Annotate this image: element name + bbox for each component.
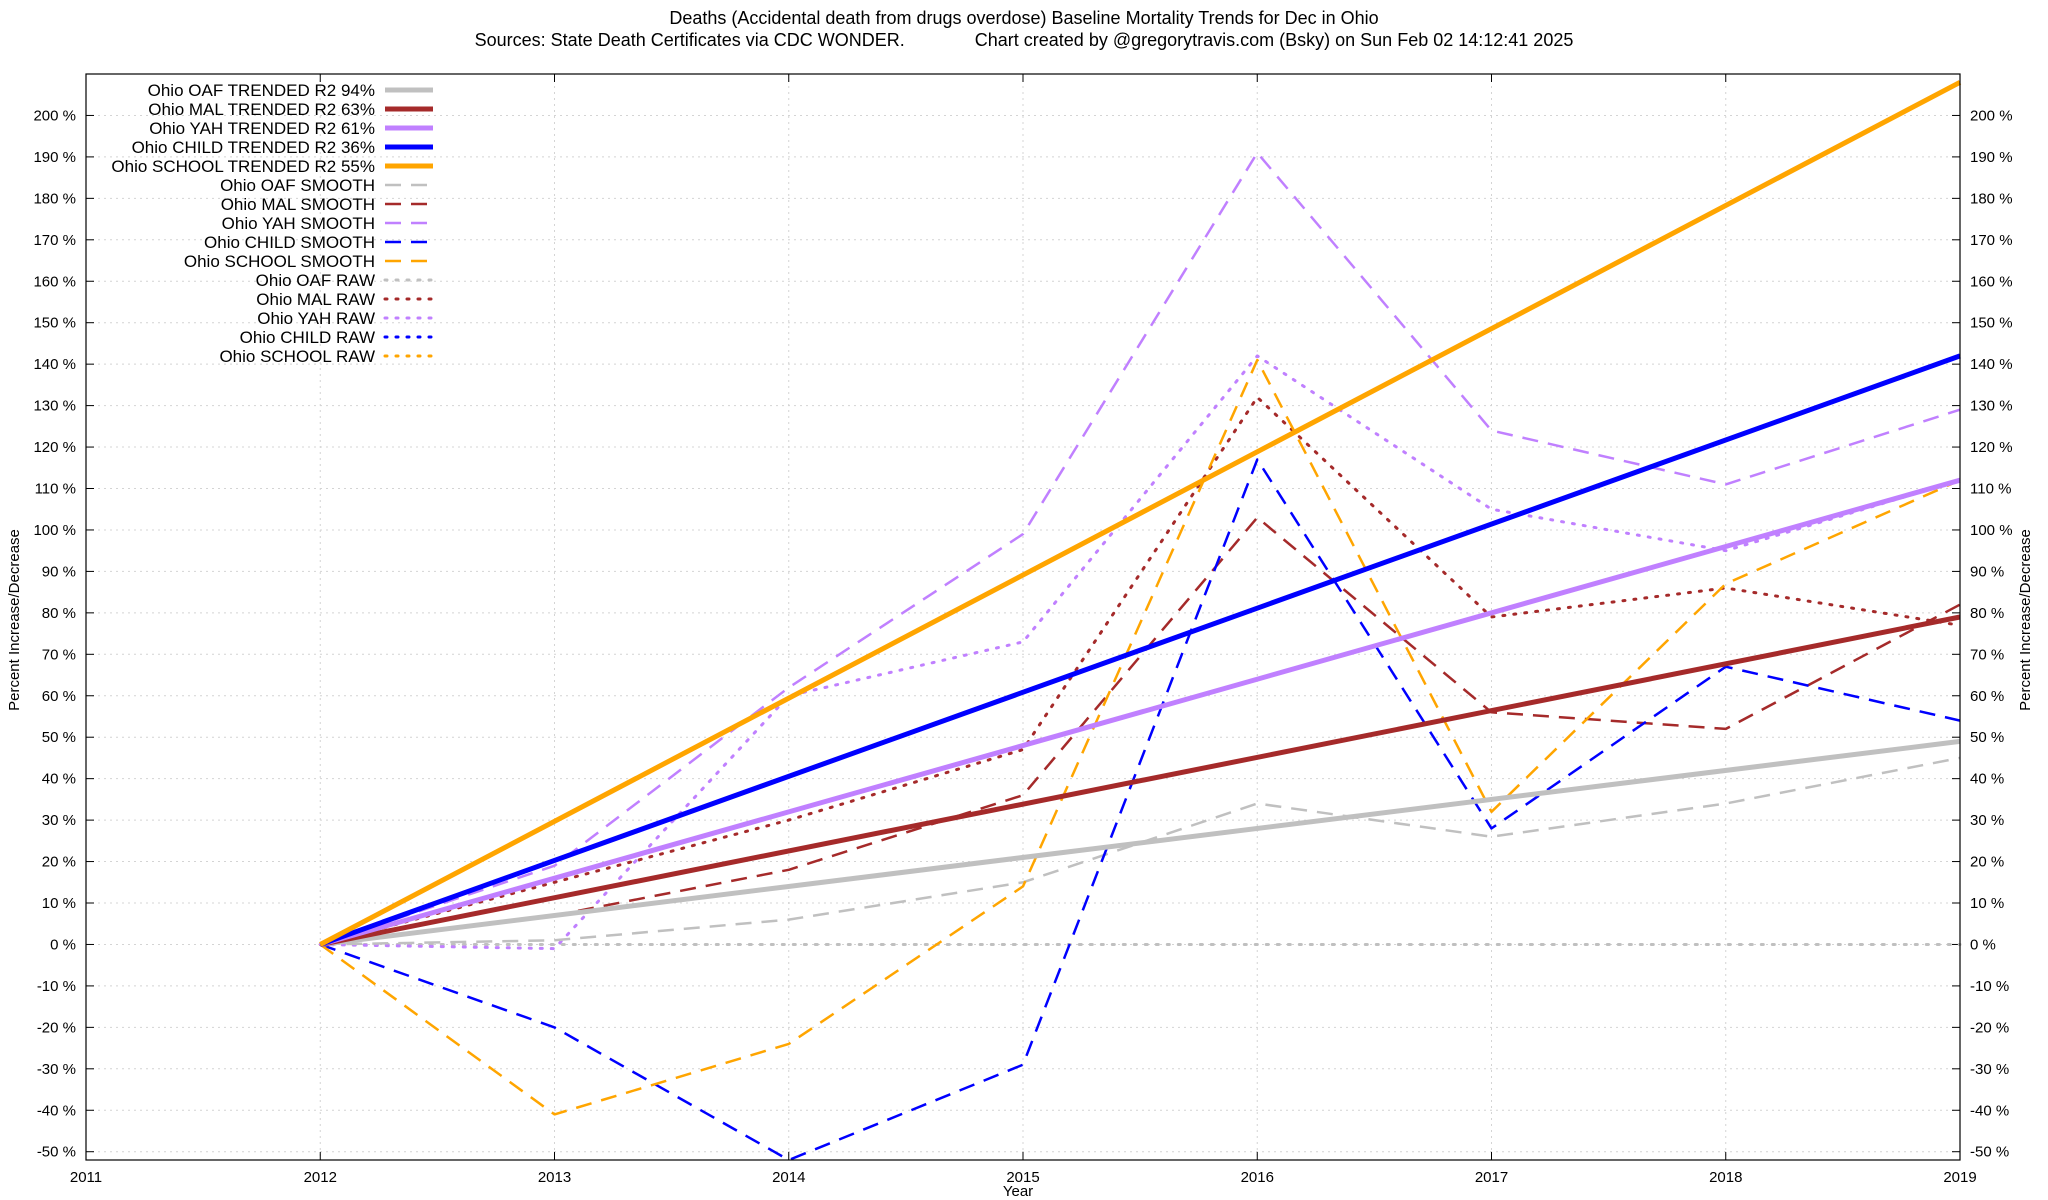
y-tick-label-right: -20 % <box>1970 1019 2009 1036</box>
legend-entry-label: Ohio MAL RAW <box>256 290 375 309</box>
y-tick-label-left: 0 % <box>50 936 76 953</box>
y-tick-label-left: 140 % <box>33 356 76 373</box>
y-tick-label-right: 100 % <box>1970 522 2013 539</box>
legend-entry-label: Ohio MAL TRENDED R2 63% <box>148 100 375 119</box>
series-line-ohio-child-smooth <box>319 458 1961 1162</box>
y-tick-label-left: 120 % <box>33 439 76 456</box>
chart-subtitle: Sources: State Death Certificates via CD… <box>475 30 1574 50</box>
y-tick-label-left: 190 % <box>33 149 76 166</box>
y-tick-label-right: 180 % <box>1970 190 2013 207</box>
legend-entry-label: Ohio CHILD TRENDED R2 36% <box>132 138 375 157</box>
y-tick-label-left: 70 % <box>42 646 76 663</box>
x-axis-title: Year <box>1003 1183 1033 1200</box>
y-tick-label-left: 180 % <box>33 190 76 207</box>
y-tick-label-left: 50 % <box>42 729 76 746</box>
y-tick-label-right: 150 % <box>1970 315 2013 332</box>
x-tick-label: 2018 <box>1709 1169 1742 1186</box>
y-tick-label-left: 200 % <box>33 107 76 124</box>
y-tick-label-right: 30 % <box>1970 812 2004 829</box>
y-tick-label-left: 160 % <box>33 273 76 290</box>
x-tick-label: 2015 <box>1006 1169 1039 1186</box>
y-tick-label-left: 170 % <box>33 232 76 249</box>
y-tick-label-left: 110 % <box>35 481 76 498</box>
series-line-ohio-mal-smooth <box>320 516 1961 946</box>
legend-entry-label: Ohio YAH RAW <box>257 309 375 328</box>
series-line-ohio-yah-raw <box>318 354 1962 951</box>
y-tick-label-left: 60 % <box>42 688 76 705</box>
y-tick-label-right: 110 % <box>1970 481 2011 498</box>
y-tick-label-left: -50 % <box>37 1144 76 1161</box>
y-tick-label-right: 20 % <box>1970 854 2004 871</box>
legend-entry-label: Ohio SCHOOL TRENDED R2 55% <box>111 157 375 176</box>
y-tick-label-right: 170 % <box>1970 232 2013 249</box>
y-tick-label-right: 90 % <box>1970 563 2004 580</box>
series-line-ohio-school-smooth <box>319 358 1961 1116</box>
series-line-ohio-oaf-trended <box>319 738 1961 947</box>
legend-entry-label: Ohio CHILD SMOOTH <box>204 233 375 252</box>
y-tick-label-left: 130 % <box>33 398 76 415</box>
y-tick-label-right: 40 % <box>1970 771 2004 788</box>
legend-entry-label: Ohio YAH SMOOTH <box>222 214 375 233</box>
series-line-ohio-mal-raw <box>318 395 1962 946</box>
legend-entry-label: Ohio YAH TRENDED R2 61% <box>149 119 375 138</box>
y-tick-label-left: 40 % <box>42 771 76 788</box>
y-tick-label-left: 90 % <box>42 563 76 580</box>
y-tick-label-right: -10 % <box>1970 978 2009 995</box>
y-tick-label-right: 130 % <box>1970 398 2013 415</box>
y-tick-label-left: 80 % <box>42 605 76 622</box>
y-tick-label-right: 160 % <box>1970 273 2013 290</box>
series-line-ohio-mal-trended <box>319 614 1961 947</box>
legend-entry-label: Ohio OAF SMOOTH <box>220 176 375 195</box>
y-tick-label-right: 50 % <box>1970 729 2004 746</box>
series-layer <box>318 80 1962 1162</box>
legend: Ohio OAF TRENDED R2 94%Ohio MAL TRENDED … <box>111 81 435 366</box>
y-tick-label-right: 10 % <box>1970 895 2004 912</box>
legend-entry-label: Ohio SCHOOL RAW <box>219 347 375 366</box>
legend-entry-label: Ohio CHILD RAW <box>240 328 375 347</box>
x-tick-label: 2019 <box>1943 1169 1976 1186</box>
x-tick-label: 2013 <box>538 1169 571 1186</box>
y-tick-label-left: -10 % <box>37 978 76 995</box>
y-tick-label-right: 70 % <box>1970 646 2004 663</box>
series-line-ohio-yah-trended <box>319 477 1961 947</box>
x-tick-label: 2012 <box>304 1169 337 1186</box>
y-tick-label-left: 100 % <box>33 522 76 539</box>
y-tick-label-right: 80 % <box>1970 605 2004 622</box>
y-tick-label-left: -40 % <box>37 1102 76 1119</box>
y-tick-label-left: 10 % <box>42 895 76 912</box>
y-tick-label-right: -30 % <box>1970 1061 2009 1078</box>
legend-entry-label: Ohio MAL SMOOTH <box>221 195 375 214</box>
series-line-ohio-oaf-smooth <box>320 756 1961 946</box>
y-tick-label-right: 200 % <box>1970 107 2013 124</box>
y-tick-label-left: -20 % <box>37 1019 76 1036</box>
y-tick-label-right: 120 % <box>1970 439 2013 456</box>
series-line-ohio-school-trended <box>319 80 1962 947</box>
y-tick-label-right: 60 % <box>1970 688 2004 705</box>
x-tick-label: 2017 <box>1475 1169 1508 1186</box>
x-tick-label: 2011 <box>70 1169 102 1186</box>
x-tick-label: 2016 <box>1241 1169 1274 1186</box>
y-tick-label-left: 30 % <box>42 812 76 829</box>
legend-entry-label: Ohio OAF TRENDED R2 94% <box>148 81 375 100</box>
legend-entry-label: Ohio SCHOOL SMOOTH <box>184 252 375 271</box>
x-tick-label: 2014 <box>772 1169 805 1186</box>
y-tick-label-right: 190 % <box>1970 149 2013 166</box>
series-line-ohio-child-trended <box>319 353 1961 947</box>
y-tick-label-right: 140 % <box>1970 356 2013 373</box>
y-axis-title-left: Percent Increase/Decrease <box>6 529 23 711</box>
y-tick-label-right: 0 % <box>1970 936 1996 953</box>
y-tick-label-right: -50 % <box>1970 1144 2009 1161</box>
y-tick-label-left: -30 % <box>37 1061 76 1078</box>
legend-entry-label: Ohio OAF RAW <box>256 271 375 290</box>
series-line-ohio-yah-smooth <box>319 151 1961 946</box>
chart-title: Deaths (Accidental death from drugs over… <box>669 8 1378 28</box>
y-tick-label-left: 20 % <box>42 854 76 871</box>
ticks-layer: 200 % 200 % 190 % 190 % 180 % 180 % 170 % 170 %… <box>33 74 2013 1186</box>
y-axis-title-right: Percent Increase/Decrease <box>2017 529 2034 711</box>
y-tick-label-left: 150 % <box>33 315 76 332</box>
plot-frame <box>85 73 1961 1161</box>
y-tick-label-right: -40 % <box>1970 1102 2009 1119</box>
